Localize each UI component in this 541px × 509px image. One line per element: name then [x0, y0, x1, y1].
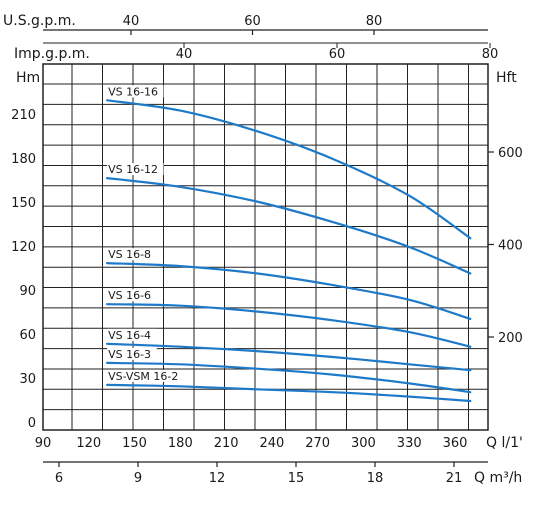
flow-lpm-tick-label: 210	[214, 436, 239, 451]
series-curve-vs-16-12	[106, 177, 472, 275]
head-m-axis-label: Hm	[16, 70, 40, 86]
flow-m3h-tick-label: 6	[55, 471, 63, 486]
imp-gpm-tick-label: 80	[482, 47, 499, 62]
flow-lpm-tick-label: 300	[351, 436, 376, 451]
series-curve-vs-16-16	[106, 99, 472, 240]
series-label: VS 16-3	[108, 348, 151, 361]
series-label-bg	[107, 347, 157, 360]
series-label: VS 16-4	[108, 329, 151, 342]
head-ft-tick-label: 200	[498, 331, 523, 346]
flow-m3h-tick-label: 9	[134, 471, 142, 486]
series-label: VS 16-12	[108, 163, 158, 176]
flow-lpm-tick-label: 330	[397, 436, 422, 451]
series-curve-vs-vsm-16-2	[106, 383, 472, 403]
flow-m3h-axis-label: Q m³/h	[474, 470, 522, 486]
head-m-tick-label: 180	[11, 152, 36, 167]
series-label-bg	[107, 85, 164, 98]
series-label-bg	[107, 289, 157, 302]
imp-gpm-tick-label: 40	[176, 47, 193, 62]
series-curve-vs-16-4	[106, 342, 472, 372]
head-m-tick-label: 0	[28, 416, 36, 431]
head-m-tick-label: 120	[11, 240, 36, 255]
us-gpm-tick-label: 40	[123, 14, 140, 29]
head-m-tick-label: 90	[19, 284, 36, 299]
series-label-bg	[107, 248, 157, 261]
flow-lpm-axis-label: Q l/1'	[486, 435, 523, 451]
head-ft-tick-label: 400	[498, 239, 523, 254]
flow-lpm-tick-label: 360	[443, 436, 468, 451]
flow-lpm-tick-label: 270	[305, 436, 330, 451]
flow-m3h-tick-label: 15	[288, 471, 305, 486]
series-label: VS 16-8	[108, 248, 151, 261]
series-curve-vs-16-3	[106, 361, 472, 394]
tick-labels: 40 60 80 U.S.g.p.m. 40 60 80 Imp.g.p.m. 0 30 60 90 1…	[3, 13, 523, 486]
series-label: VS 16-16	[108, 85, 158, 98]
head-m-tick-label: 210	[11, 108, 36, 123]
flow-lpm-tick-label: 90	[35, 436, 52, 451]
series-label-bg	[107, 369, 184, 382]
flow-lpm-tick-label: 150	[122, 436, 147, 451]
series-label-bg	[107, 163, 164, 176]
series-curve-vs-16-8	[106, 262, 472, 320]
head-m-tick-label: 150	[11, 196, 36, 211]
us-gpm-tick-label: 60	[244, 14, 261, 29]
series-curves	[106, 99, 472, 403]
imp-gpm-tick-label: 60	[329, 47, 346, 62]
flow-lpm-tick-label: 240	[259, 436, 284, 451]
imp-gpm-axis-label: Imp.g.p.m.	[14, 46, 90, 62]
series-label: VS-VSM 16-2	[108, 370, 178, 383]
head-ft-tick-label: 600	[498, 146, 523, 161]
plot-frame	[42, 63, 489, 431]
head-ft-axis-label: Hft	[496, 70, 517, 86]
series-label-bg	[107, 328, 157, 341]
us-gpm-axis-label: U.S.g.p.m.	[3, 13, 76, 29]
flow-m3h-tick-label: 12	[209, 471, 226, 486]
us-gpm-tick-label: 80	[366, 14, 383, 29]
head-m-tick-label: 60	[19, 328, 36, 343]
flow-lpm-tick-label: 180	[168, 436, 193, 451]
flow-m3h-tick-label: 18	[367, 471, 384, 486]
flow-m3h-tick-label: 21	[446, 471, 463, 486]
flow-lpm-tick-label: 120	[76, 436, 101, 451]
head-m-tick-label: 30	[19, 372, 36, 387]
axes	[42, 29, 494, 467]
series-curve-vs-16-6	[106, 303, 472, 348]
series-label: VS 16-6	[108, 289, 151, 302]
